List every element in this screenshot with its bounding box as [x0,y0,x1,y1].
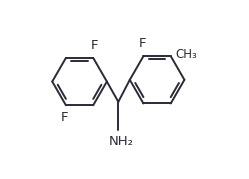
Text: NH₂: NH₂ [109,135,133,148]
Text: F: F [61,111,68,124]
Text: F: F [139,37,146,50]
Text: F: F [90,39,98,52]
Text: CH₃: CH₃ [175,48,197,61]
